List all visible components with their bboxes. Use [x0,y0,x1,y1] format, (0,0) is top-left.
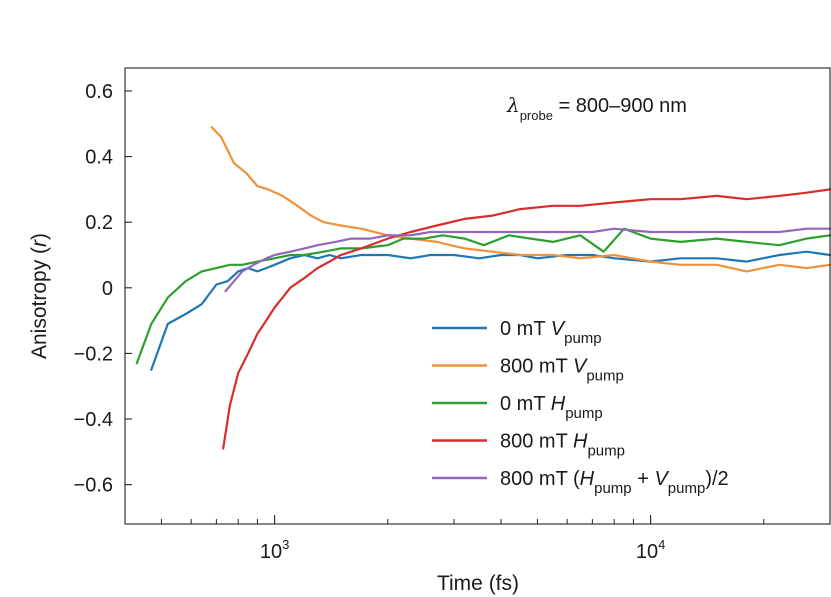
annotation-text: λprobe = 800–900 nm [506,93,687,123]
legend-label-2: 800 mT Vpump [500,356,624,385]
y-tick-label: −0.6 [74,475,113,497]
legend-label-1: 0 mT Vpump [500,318,602,347]
series-line-1 [150,250,831,371]
probe-wavelength-annotation: λprobe = 800–900 nm [506,93,687,123]
x-axis-label: Time (fs) [437,572,519,595]
legend-label-3: 0 mT Hpump [500,393,603,422]
series-line-3 [135,227,831,365]
x-tick-label: 103 [260,537,289,563]
x-tick-label: 104 [636,537,665,563]
y-tick-label: 0 [102,278,113,300]
y-axis: 0.6 0.4 0.2 0 −0.2 −0.4 −0.6 [74,81,132,497]
y-tick-label: 0.4 [85,147,113,169]
series-layer [135,125,831,450]
series-line-2 [210,125,831,273]
y-axis-label: Anisotropy (r) [28,233,51,359]
plot-frame [124,67,831,525]
y-tick-label: 0.2 [85,212,113,234]
legend: 0 mT Vpump 800 mT Vpump 0 mT Hpump 800 mT H… [432,318,729,497]
legend-label-4: 800 mT Hpump [500,431,625,460]
y-tick-label: 0.6 [85,81,113,103]
y-tick-label: −0.2 [74,343,113,365]
legend-label-5: 800 mT (Hpump + Vpump)/2 [500,468,729,497]
x-axis: 103 104 [160,515,765,563]
y-tick-label: −0.4 [74,409,113,431]
series-line-5 [224,227,831,293]
